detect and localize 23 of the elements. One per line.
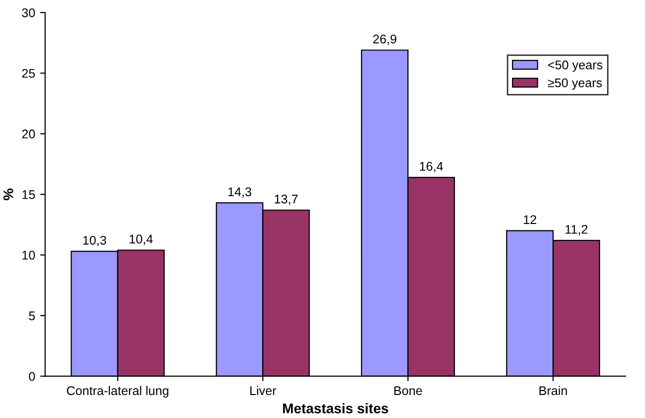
data-label: 14,3 — [228, 187, 252, 198]
data-label: 11,2 — [566, 224, 588, 236]
y-tick-label: 20 — [22, 130, 35, 138]
data-label: 16,4 — [420, 162, 443, 172]
x-tick-label: Contra-lateral lung — [66, 386, 168, 398]
data-label: 26,9 — [373, 34, 396, 45]
data-label: 10,4 — [130, 234, 153, 245]
y-axis-title: % — [3, 188, 14, 200]
x-tick-label: Brain — [540, 386, 567, 396]
legend-label: <50 years — [548, 60, 602, 72]
data-label: 10,3 — [83, 236, 106, 246]
x-axis-title: Metastasis sites — [283, 403, 388, 414]
x-tick-label: Bone — [394, 386, 422, 396]
y-tick-label: 25 — [22, 68, 35, 78]
y-tick-label: 15 — [22, 190, 35, 200]
data-label: 12 — [524, 215, 536, 224]
data-label: 13,7 — [274, 194, 298, 205]
y-tick-label: 0 — [28, 372, 35, 381]
y-tick-label: 5 — [28, 312, 35, 320]
y-tick-label: 10 — [22, 250, 35, 260]
y-tick-label: 30 — [22, 8, 35, 18]
legend-label: ≥50 years — [548, 78, 602, 90]
x-tick-label: Liver — [250, 386, 276, 396]
